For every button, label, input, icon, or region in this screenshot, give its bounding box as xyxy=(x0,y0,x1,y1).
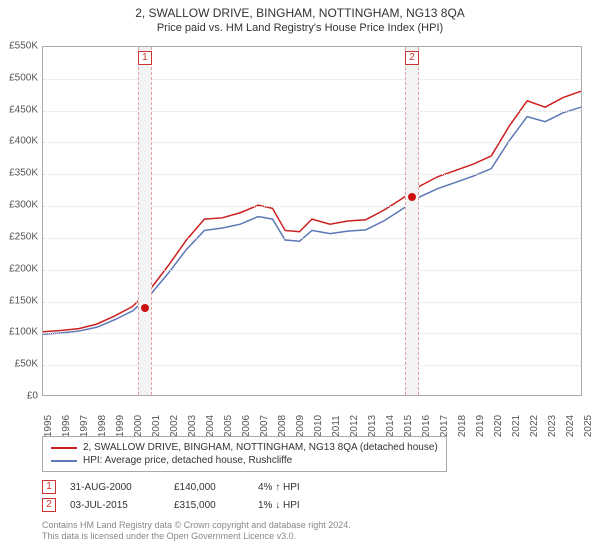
y-axis: £0£50K£100K£150K£200K£250K£300K£350K£400… xyxy=(0,46,42,396)
x-tick-label: 2025 xyxy=(583,415,594,437)
x-tick-label: 2019 xyxy=(475,415,486,437)
x-tick-label: 1996 xyxy=(61,415,72,437)
footnote-line2: This data is licensed under the Open Gov… xyxy=(42,531,351,542)
legend-label-property: 2, SWALLOW DRIVE, BINGHAM, NOTTINGHAM, N… xyxy=(83,442,438,453)
gridline-h xyxy=(43,174,581,175)
x-tick-label: 2013 xyxy=(367,415,378,437)
transaction-row-pct: 1% ↓ HPI xyxy=(258,500,328,511)
x-tick-label: 1998 xyxy=(97,415,108,437)
y-tick-label: £400K xyxy=(9,136,38,147)
footnote: Contains HM Land Registry data © Crown c… xyxy=(42,520,351,543)
legend-row-property: 2, SWALLOW DRIVE, BINGHAM, NOTTINGHAM, N… xyxy=(51,441,438,454)
y-tick-label: £250K xyxy=(9,231,38,242)
line-series-property xyxy=(43,91,581,332)
x-tick-label: 2011 xyxy=(331,415,342,437)
gridline-h xyxy=(43,206,581,207)
gridline-h xyxy=(43,302,581,303)
x-tick-label: 2024 xyxy=(565,415,576,437)
line-series-svg xyxy=(43,47,581,395)
y-tick-label: £100K xyxy=(9,327,38,338)
x-tick-label: 2017 xyxy=(439,415,450,437)
x-tick-label: 2023 xyxy=(547,415,558,437)
transaction-row: 1 31-AUG-2000 £140,000 4% ↑ HPI xyxy=(42,478,328,496)
x-tick-label: 1999 xyxy=(115,415,126,437)
x-tick-label: 1997 xyxy=(79,415,90,437)
transaction-marker-band xyxy=(138,47,152,395)
transaction-row-date: 03-JUL-2015 xyxy=(70,500,160,511)
legend-row-hpi: HPI: Average price, detached house, Rush… xyxy=(51,454,438,467)
gridline-h xyxy=(43,365,581,366)
y-tick-label: £350K xyxy=(9,168,38,179)
y-tick-label: £50K xyxy=(15,359,38,370)
x-tick-label: 2009 xyxy=(295,415,306,437)
transaction-row-price: £140,000 xyxy=(174,482,244,493)
x-tick-label: 2022 xyxy=(529,415,540,437)
y-tick-label: £150K xyxy=(9,295,38,306)
legend: 2, SWALLOW DRIVE, BINGHAM, NOTTINGHAM, N… xyxy=(42,436,447,472)
x-tick-label: 2006 xyxy=(241,415,252,437)
transaction-row-price: £315,000 xyxy=(174,500,244,511)
transaction-row-flag: 1 xyxy=(42,480,56,494)
y-tick-label: £0 xyxy=(27,391,38,402)
x-tick-label: 2014 xyxy=(385,415,396,437)
transaction-dot xyxy=(141,304,149,312)
gridline-h xyxy=(43,142,581,143)
y-tick-label: £500K xyxy=(9,72,38,83)
x-tick-label: 2004 xyxy=(205,415,216,437)
gridline-h xyxy=(43,79,581,80)
x-tick-label: 2001 xyxy=(151,415,162,437)
transaction-row-pct: 4% ↑ HPI xyxy=(258,482,328,493)
transaction-marker-band xyxy=(405,47,419,395)
y-tick-label: £550K xyxy=(9,41,38,52)
x-tick-label: 2003 xyxy=(187,415,198,437)
legend-swatch-property xyxy=(51,447,77,449)
x-tick-label: 2007 xyxy=(259,415,270,437)
x-tick-label: 2000 xyxy=(133,415,144,437)
x-tick-label: 2020 xyxy=(493,415,504,437)
plot-area: 1219951996199719981999200020012002200320… xyxy=(42,46,582,396)
gridline-h xyxy=(43,111,581,112)
x-tick-label: 1995 xyxy=(43,415,54,437)
x-tick-label: 2021 xyxy=(511,415,522,437)
transaction-row: 2 03-JUL-2015 £315,000 1% ↓ HPI xyxy=(42,496,328,514)
footnote-line1: Contains HM Land Registry data © Crown c… xyxy=(42,520,351,531)
x-tick-label: 2002 xyxy=(169,415,180,437)
legend-swatch-hpi xyxy=(51,460,77,462)
transaction-row-flag: 2 xyxy=(42,498,56,512)
transactions-table: 1 31-AUG-2000 £140,000 4% ↑ HPI 2 03-JUL-2015… xyxy=(42,478,328,514)
transaction-flag: 1 xyxy=(138,51,152,65)
x-tick-label: 2005 xyxy=(223,415,234,437)
transaction-row-date: 31-AUG-2000 xyxy=(70,482,160,493)
x-tick-label: 2010 xyxy=(313,415,324,437)
plot-inner: 1219951996199719981999200020012002200320… xyxy=(42,46,582,396)
x-tick-label: 2018 xyxy=(457,415,468,437)
chart-title-line1: 2, SWALLOW DRIVE, BINGHAM, NOTTINGHAM, N… xyxy=(0,0,600,20)
legend-label-hpi: HPI: Average price, detached house, Rush… xyxy=(83,455,292,466)
y-tick-label: £450K xyxy=(9,104,38,115)
gridline-h xyxy=(43,270,581,271)
y-tick-label: £300K xyxy=(9,200,38,211)
x-tick-label: 2012 xyxy=(349,415,360,437)
x-tick-label: 2016 xyxy=(421,415,432,437)
chart-title-line2: Price paid vs. HM Land Registry's House … xyxy=(0,20,600,38)
transaction-dot xyxy=(408,193,416,201)
gridline-h xyxy=(43,333,581,334)
gridline-h xyxy=(43,238,581,239)
x-tick-label: 2008 xyxy=(277,415,288,437)
transaction-flag: 2 xyxy=(405,51,419,65)
x-tick-label: 2015 xyxy=(403,415,414,437)
y-tick-label: £200K xyxy=(9,263,38,274)
